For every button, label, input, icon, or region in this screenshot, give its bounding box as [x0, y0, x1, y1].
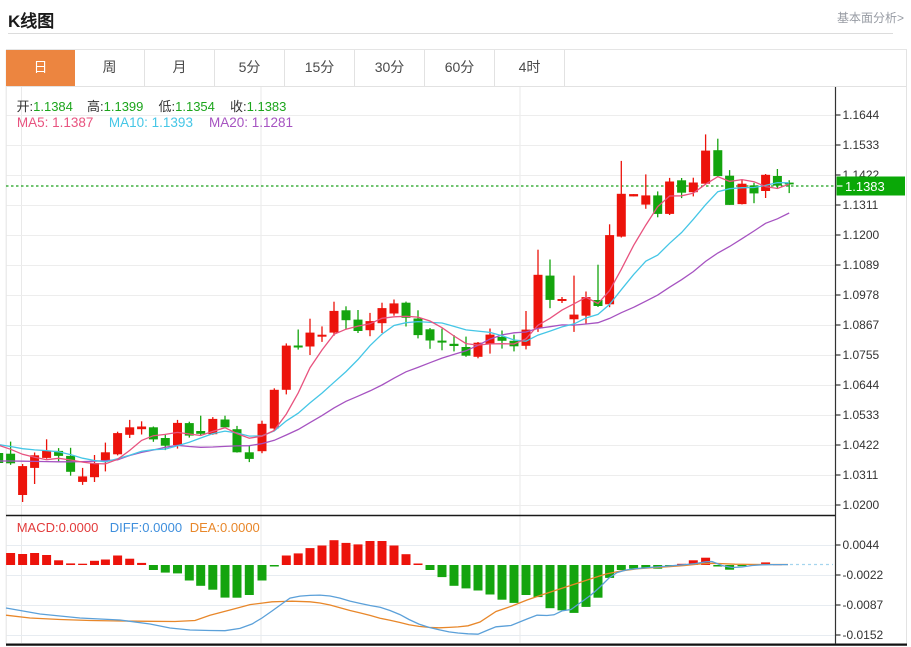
svg-text:1.1200: 1.1200	[843, 228, 880, 242]
svg-text:1.0533: 1.0533	[843, 408, 880, 422]
svg-text:1.1311: 1.1311	[843, 198, 879, 212]
svg-text:1.0644: 1.0644	[843, 378, 880, 392]
svg-text:0.0044: 0.0044	[843, 538, 880, 552]
svg-text:1.0755: 1.0755	[843, 348, 880, 362]
svg-text:1.0867: 1.0867	[843, 318, 880, 332]
svg-text:1.0978: 1.0978	[843, 288, 880, 302]
svg-text:1.1383: 1.1383	[845, 179, 885, 194]
svg-text:1.0422: 1.0422	[843, 438, 880, 452]
svg-text:-0.0152: -0.0152	[843, 628, 884, 642]
svg-text:1.1644: 1.1644	[843, 108, 880, 122]
svg-text:1.0200: 1.0200	[843, 498, 880, 512]
svg-text:1.1533: 1.1533	[843, 138, 880, 152]
svg-text:-0.0087: -0.0087	[843, 598, 884, 612]
svg-text:-0.0022: -0.0022	[843, 568, 884, 582]
svg-text:1.1089: 1.1089	[843, 258, 880, 272]
svg-text:1.0311: 1.0311	[843, 468, 879, 482]
